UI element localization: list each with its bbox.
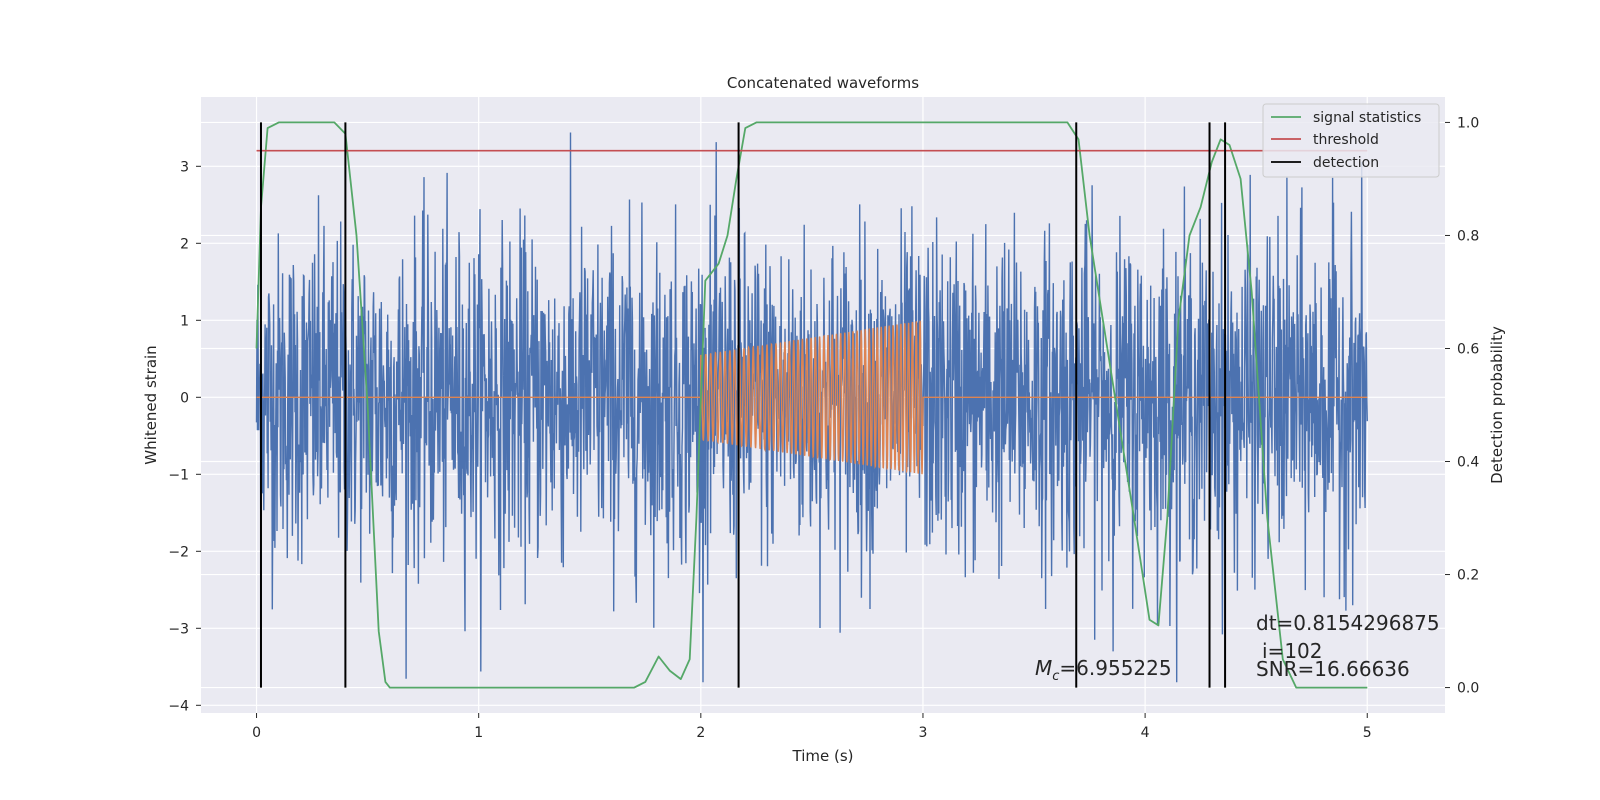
y-right-tick-label: 1.0 (1457, 115, 1479, 131)
y-tick-label: 3 (180, 159, 189, 175)
legend-label-threshold: threshold (1313, 132, 1379, 148)
x-axis-title: Time (s) (792, 747, 854, 765)
y-tick-label: −2 (168, 544, 189, 560)
legend-label-detection: detection (1313, 155, 1379, 171)
dt-annotation: dt=0.8154296875 (1256, 611, 1440, 635)
y-axis-right-title: Detection probability (1488, 326, 1506, 484)
legend: signal statistics threshold detection (1262, 103, 1440, 178)
legend-label-signal-statistics: signal statistics (1313, 110, 1421, 126)
y-axis-title: Whitened strain (142, 345, 160, 464)
x-tick-label: 5 (1363, 725, 1372, 741)
y-axis-right-ticks: 0.0 0.2 0.4 0.6 0.8 1.0 (1445, 115, 1479, 697)
injected-signal-series (256, 320, 1368, 475)
y-tick-label: 1 (180, 313, 189, 329)
index-annotation: i=102 (1262, 639, 1323, 663)
chart-title: Concatenated waveforms (727, 74, 919, 92)
y-tick-label: −3 (168, 621, 189, 637)
x-tick-label: 3 (919, 725, 928, 741)
x-tick-label: 1 (474, 725, 483, 741)
y-right-tick-label: 0.8 (1457, 228, 1479, 244)
x-tick-label: 0 (252, 725, 261, 741)
y-right-tick-label: 0.0 (1457, 681, 1479, 697)
chirp-mass-annotation: Mc=6.955225 (1035, 656, 1172, 684)
y-tick-label: 2 (180, 236, 189, 252)
y-tick-label: 0 (180, 390, 189, 406)
signal-statistics-line (255, 121, 1368, 689)
y-axis-ticks: −4 −3 −2 −1 0 1 2 3 (168, 159, 201, 714)
y-right-tick-label: 0.2 (1457, 568, 1479, 584)
x-axis-ticks: 0 1 2 3 4 5 (252, 713, 1372, 741)
y-tick-label: −1 (168, 467, 189, 483)
detection-series (259, 122, 1227, 688)
x-tick-label: 4 (1141, 725, 1150, 741)
y-right-tick-label: 0.4 (1457, 455, 1479, 471)
injected-signal-line (256, 320, 1368, 475)
signal-statistics-series (255, 121, 1368, 689)
snr-annotation: SNR=16.66636 (1256, 657, 1410, 681)
x-tick-label: 2 (696, 725, 705, 741)
y-tick-label: −4 (168, 698, 189, 714)
y-right-tick-label: 0.6 (1457, 341, 1479, 357)
legend-box (1262, 103, 1440, 178)
